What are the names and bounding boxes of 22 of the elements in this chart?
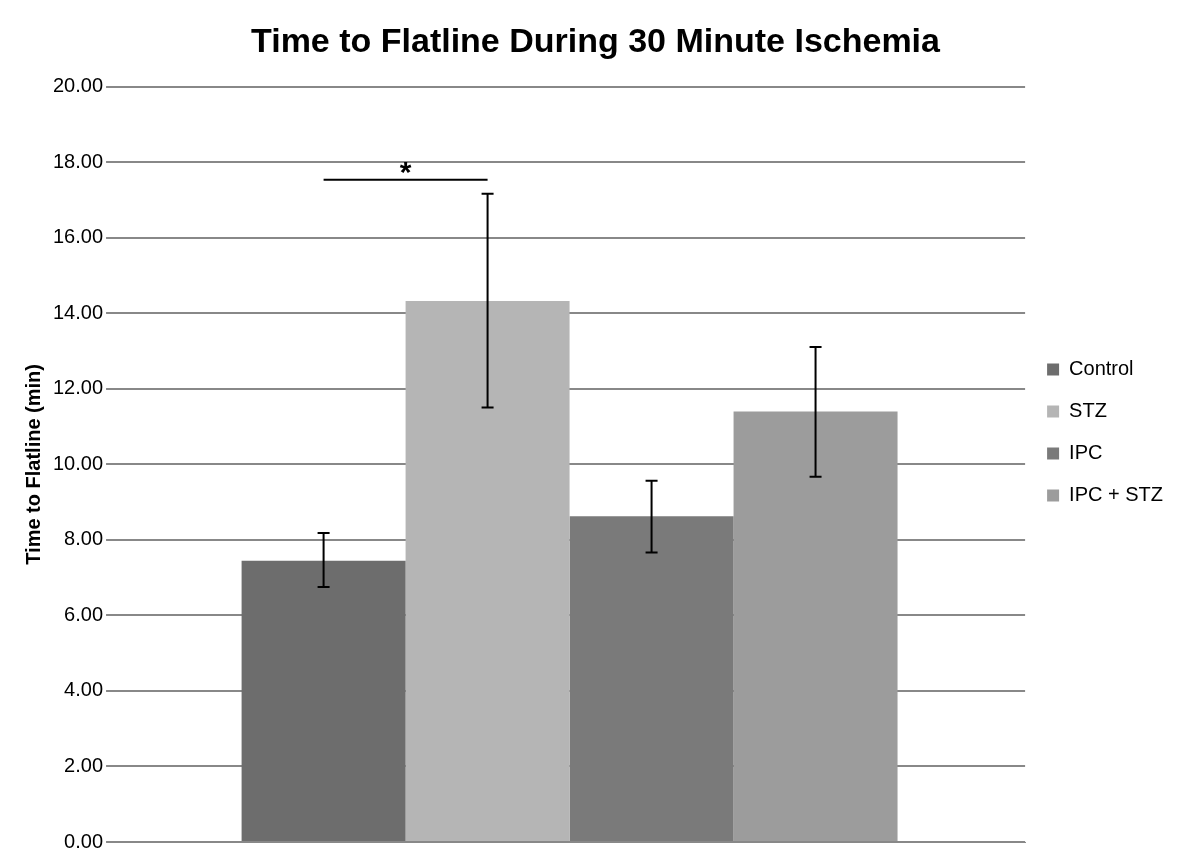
y-tick-label: 20.00	[52, 74, 104, 97]
bar	[241, 560, 406, 841]
legend-label: Control	[1069, 357, 1134, 380]
y-tick-label: 0.00	[64, 829, 104, 852]
bar	[569, 516, 734, 841]
y-tick-label: 12.00	[52, 376, 104, 399]
y-tick-label: 4.00	[64, 678, 104, 701]
y-tick-label: 14.00	[52, 300, 104, 323]
legend-label: STZ	[1069, 399, 1107, 422]
y-axis-title: Time to Flatline (min)	[21, 364, 44, 565]
bar	[733, 411, 898, 841]
bar	[405, 300, 570, 841]
legend-label: IPC + STZ	[1069, 483, 1163, 506]
y-tick-label: 6.00	[64, 602, 104, 625]
y-tick-label: 8.00	[64, 527, 104, 550]
chart-title: Time to Flatline During 30 Minute Ischemia	[251, 20, 942, 59]
y-tick-label: 16.00	[52, 225, 104, 248]
y-tick-label: 18.00	[52, 149, 104, 172]
legend-label: IPC	[1069, 441, 1103, 464]
y-tick-label: 2.00	[64, 754, 104, 776]
annotation: *	[399, 154, 412, 188]
y-tick-label: 10.00	[52, 451, 104, 474]
